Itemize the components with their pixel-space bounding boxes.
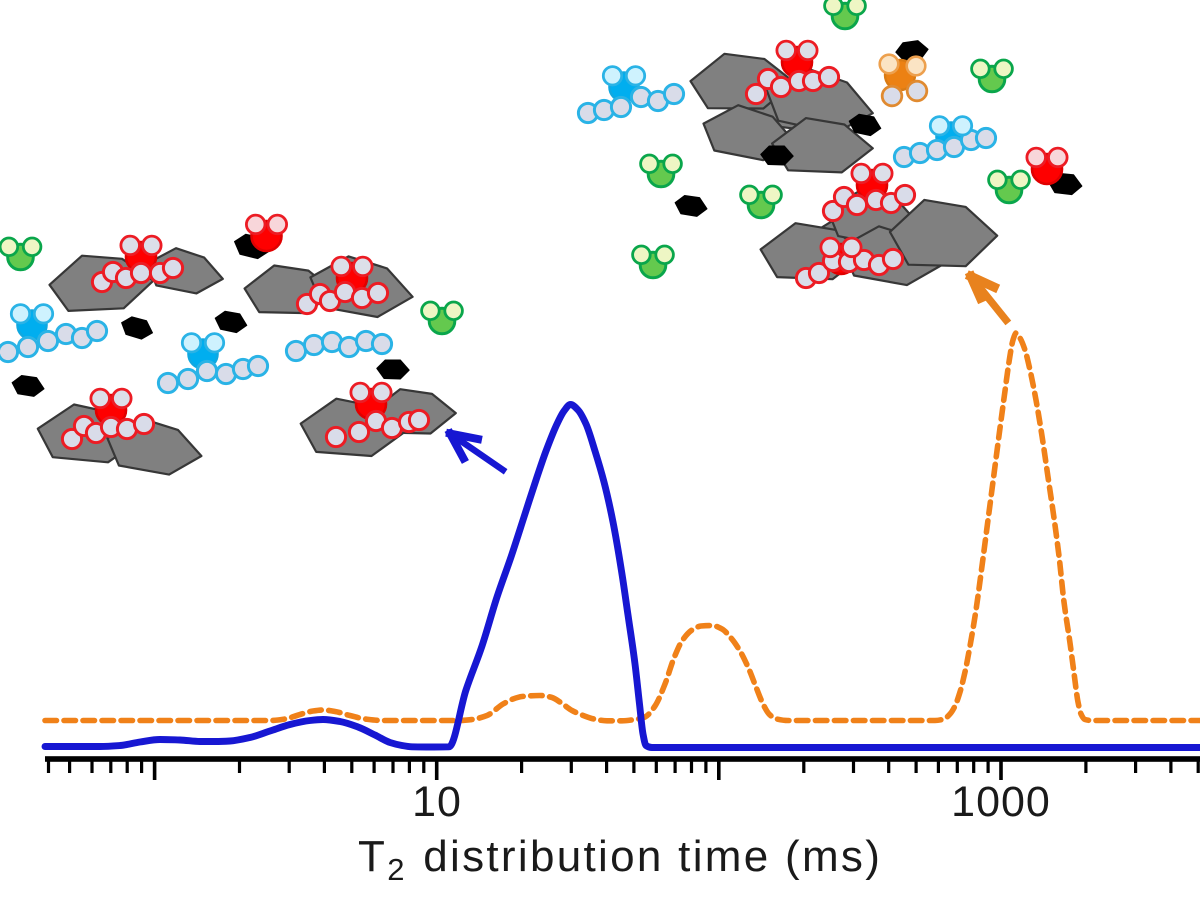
svg-text:1000: 1000 [951,778,1051,826]
svg-text:T2 distribution time (ms): T2 distribution time (ms) [358,832,882,887]
svg-text:10: 10 [412,778,462,826]
